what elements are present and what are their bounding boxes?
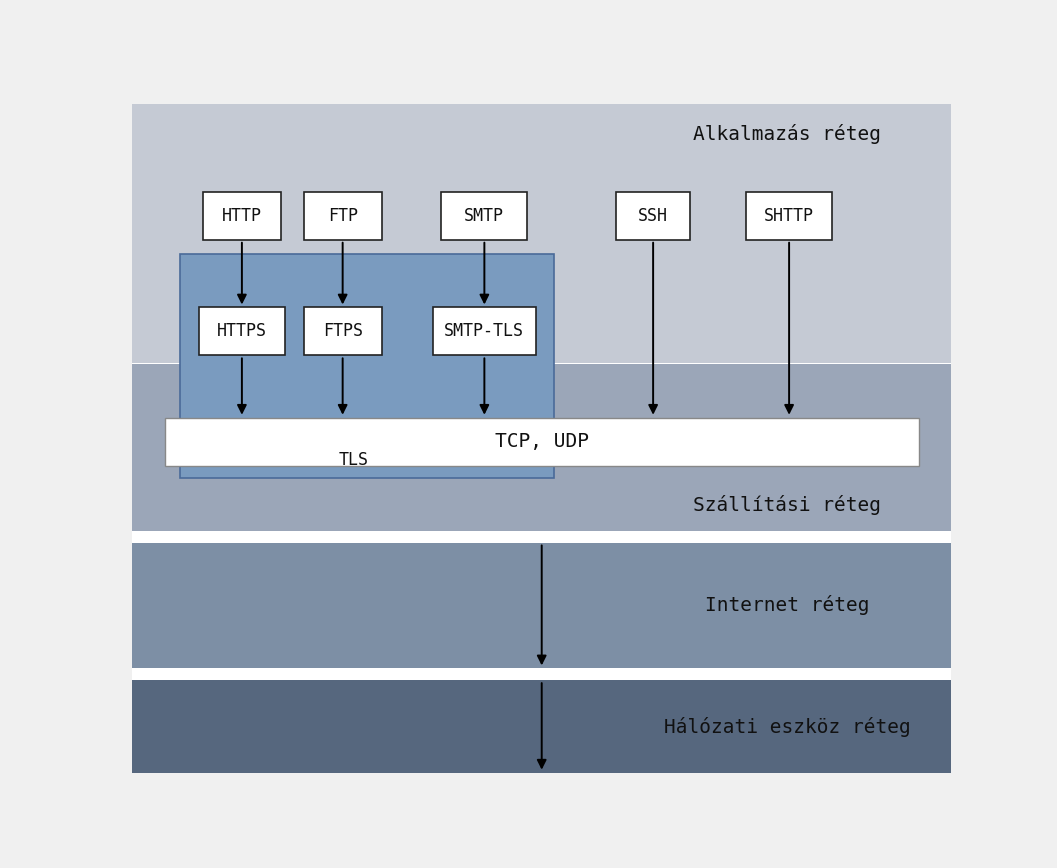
Bar [433, 307, 536, 356]
Text: Alkalmazás réteg: Alkalmazás réteg [693, 124, 882, 144]
Bar [132, 668, 951, 681]
Bar [132, 363, 951, 365]
Bar [203, 192, 281, 240]
Bar [746, 192, 832, 240]
Bar [132, 681, 951, 773]
Text: Hálózati eszköz réteg: Hálózati eszköz réteg [664, 717, 911, 737]
Text: FTPS: FTPS [322, 322, 363, 340]
Bar [165, 418, 919, 466]
Text: Szállítási réteg: Szállítási réteg [693, 495, 882, 516]
Bar [303, 307, 382, 356]
Text: HTTP: HTTP [222, 207, 262, 225]
Text: SHTTP: SHTTP [764, 207, 814, 225]
Bar [132, 365, 951, 530]
Text: SSH: SSH [638, 207, 668, 225]
Text: SMTP: SMTP [464, 207, 504, 225]
Bar [132, 542, 951, 668]
Text: TCP, UDP: TCP, UDP [495, 432, 589, 451]
Bar [132, 104, 951, 363]
Text: Internet réteg: Internet réteg [705, 595, 870, 615]
Text: SMTP-TLS: SMTP-TLS [444, 322, 524, 340]
Text: FTP: FTP [328, 207, 357, 225]
Text: HTTPS: HTTPS [217, 322, 267, 340]
Bar [442, 192, 527, 240]
Bar [199, 307, 285, 356]
Bar [616, 192, 690, 240]
Text: TLS: TLS [338, 450, 368, 469]
Bar [303, 192, 382, 240]
Bar [132, 530, 951, 542]
Bar [180, 253, 554, 477]
